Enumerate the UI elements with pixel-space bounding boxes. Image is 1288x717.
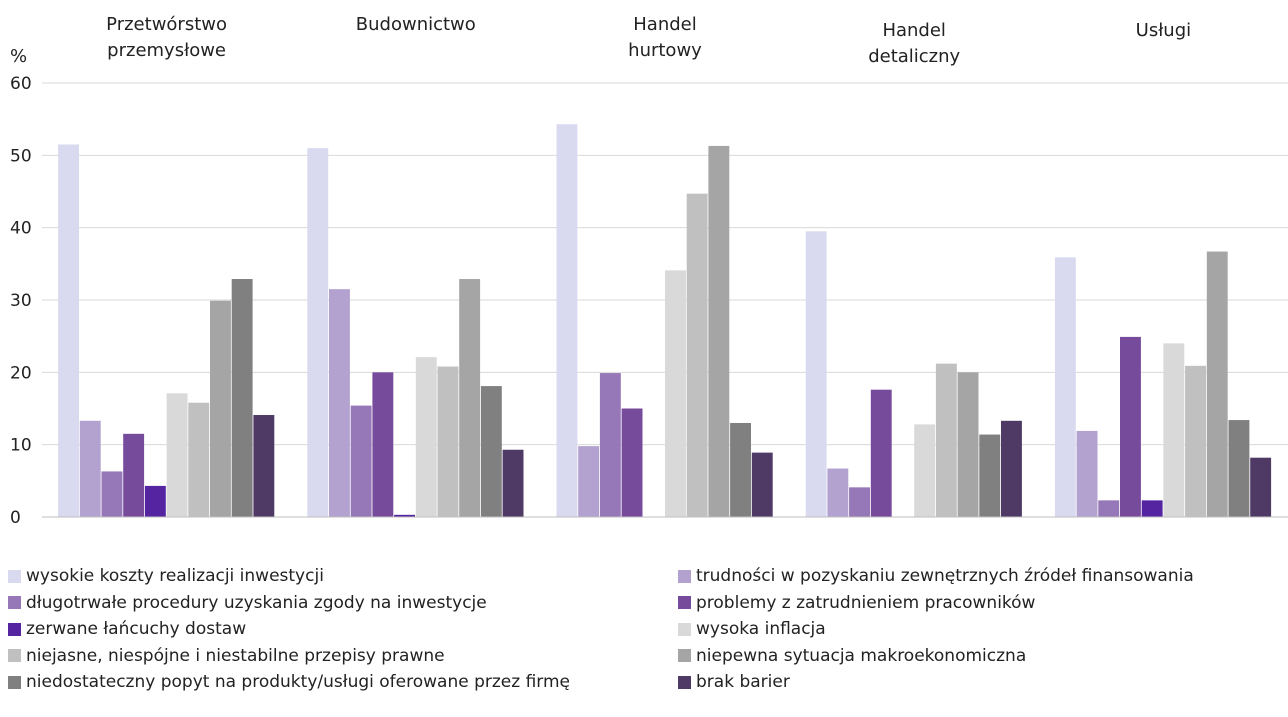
bar (730, 422, 751, 517)
legend-swatch (678, 569, 691, 583)
bar (1098, 500, 1120, 517)
legend-label: zerwane łańcuchy dostaw (26, 619, 247, 640)
bar (101, 471, 123, 517)
bar (805, 231, 827, 517)
legend-label: brak barier (696, 672, 790, 693)
legend-swatch (8, 675, 21, 689)
bar (751, 452, 773, 517)
legend-item: niepewna sytuacja makroekonomiczna (678, 646, 1026, 666)
legend-item: zerwane łańcuchy dostaw (8, 619, 246, 639)
legend-label: długotrwałe procedury uzyskania zgody na… (26, 592, 487, 613)
bar (1228, 420, 1250, 517)
bar (1054, 257, 1076, 517)
bar (665, 270, 686, 517)
bar (307, 148, 329, 517)
legend-swatch (8, 649, 21, 663)
bar (188, 402, 210, 517)
bar (58, 144, 79, 518)
legend-swatch (678, 649, 691, 663)
category-label: Handel (633, 14, 696, 35)
legend-label: niepewna sytuacja makroekonomiczna (696, 645, 1027, 666)
legend-swatch (8, 596, 21, 610)
bar (686, 193, 708, 518)
bar (1163, 343, 1185, 517)
bar (1206, 251, 1228, 518)
bar (578, 446, 600, 517)
y-tick-label: 30 (10, 291, 32, 311)
y-tick-label: 10 (10, 436, 32, 456)
bar (123, 433, 145, 517)
legend-label: trudności w pozyskaniu zewnętrznych źród… (696, 566, 1194, 586)
legend-item: niedostateczny popyt na produkty/usługi … (8, 672, 570, 692)
y-tick-label: 50 (10, 146, 32, 166)
y-tick-label: 0 (10, 508, 21, 528)
bar (437, 366, 459, 517)
bar (166, 393, 188, 517)
bar (827, 468, 849, 517)
legend-swatch (678, 622, 691, 636)
legend-swatch (678, 596, 691, 610)
legend-label: niedostateczny popyt na produkty/usługi … (26, 672, 570, 693)
bar (144, 485, 166, 517)
bar (1250, 457, 1272, 517)
bar (599, 373, 621, 517)
bar (502, 449, 524, 517)
bar (350, 405, 372, 517)
bar (979, 434, 1001, 517)
legend-item: trudności w pozyskaniu zewnętrznych źród… (678, 566, 1194, 586)
bar (957, 372, 979, 517)
category-label: detaliczny (868, 46, 960, 67)
legend-item: długotrwałe procedury uzyskania zgody na… (8, 593, 487, 613)
bar (1185, 365, 1206, 517)
legend-label: wysoka inflacja (696, 619, 826, 640)
legend-item: niejasne, niespójne i niestabilne przepi… (8, 646, 445, 666)
bar (459, 279, 481, 517)
bar (253, 415, 275, 517)
category-label: Przetwórstwo (106, 14, 227, 35)
category-label: Usługi (1136, 20, 1192, 41)
legend-item: problemy z zatrudnieniem pracowników (678, 593, 1035, 613)
y-tick-label: 20 (10, 363, 32, 383)
bar (231, 279, 253, 517)
bar (870, 389, 892, 517)
bar (708, 145, 730, 517)
bar (849, 487, 870, 517)
bar (621, 408, 643, 517)
legend-label: wysokie koszty realizacji inwestycji (26, 566, 324, 586)
legend-swatch (678, 675, 691, 689)
category-label: Budownictwo (356, 14, 476, 35)
bar (394, 514, 415, 517)
y-tick-label: 60 (10, 74, 32, 94)
legend-label: niejasne, niespójne i niestabilne przepi… (26, 645, 445, 666)
bar (1141, 500, 1163, 517)
legend-swatch (8, 569, 21, 583)
category-label: hurtowy (628, 40, 702, 61)
legend-item: wysokie koszty realizacji inwestycji (8, 566, 324, 586)
bar (1120, 336, 1141, 517)
bar (1001, 420, 1022, 517)
y-axis-label: % (10, 46, 27, 67)
bar (329, 289, 350, 517)
legend-item: wysoka inflacja (678, 619, 826, 639)
bars (58, 124, 1272, 518)
bar (935, 363, 957, 517)
bar (914, 424, 936, 517)
legend-item: brak barier (678, 672, 790, 692)
y-tick-label: 40 (10, 219, 32, 239)
bar (372, 372, 394, 517)
bar (415, 357, 437, 517)
bar (556, 124, 578, 517)
bar-chart: % 0 10 20 30 40 50 60 Przetwórstwo przemysłowe B… (10, 14, 1288, 528)
bar (480, 386, 502, 517)
legend-swatch (8, 622, 21, 636)
category-label: Handel (882, 20, 945, 41)
y-axis: % 0 10 20 30 40 50 60 (10, 46, 32, 528)
bar (79, 420, 101, 517)
bar (1076, 430, 1098, 517)
category-label: przemysłowe (107, 40, 226, 61)
legend-label: problemy z zatrudnieniem pracowników (696, 592, 1036, 613)
bar (210, 300, 231, 517)
category-labels: Przetwórstwo przemysłowe Budownictwo Handel… (106, 14, 1191, 67)
